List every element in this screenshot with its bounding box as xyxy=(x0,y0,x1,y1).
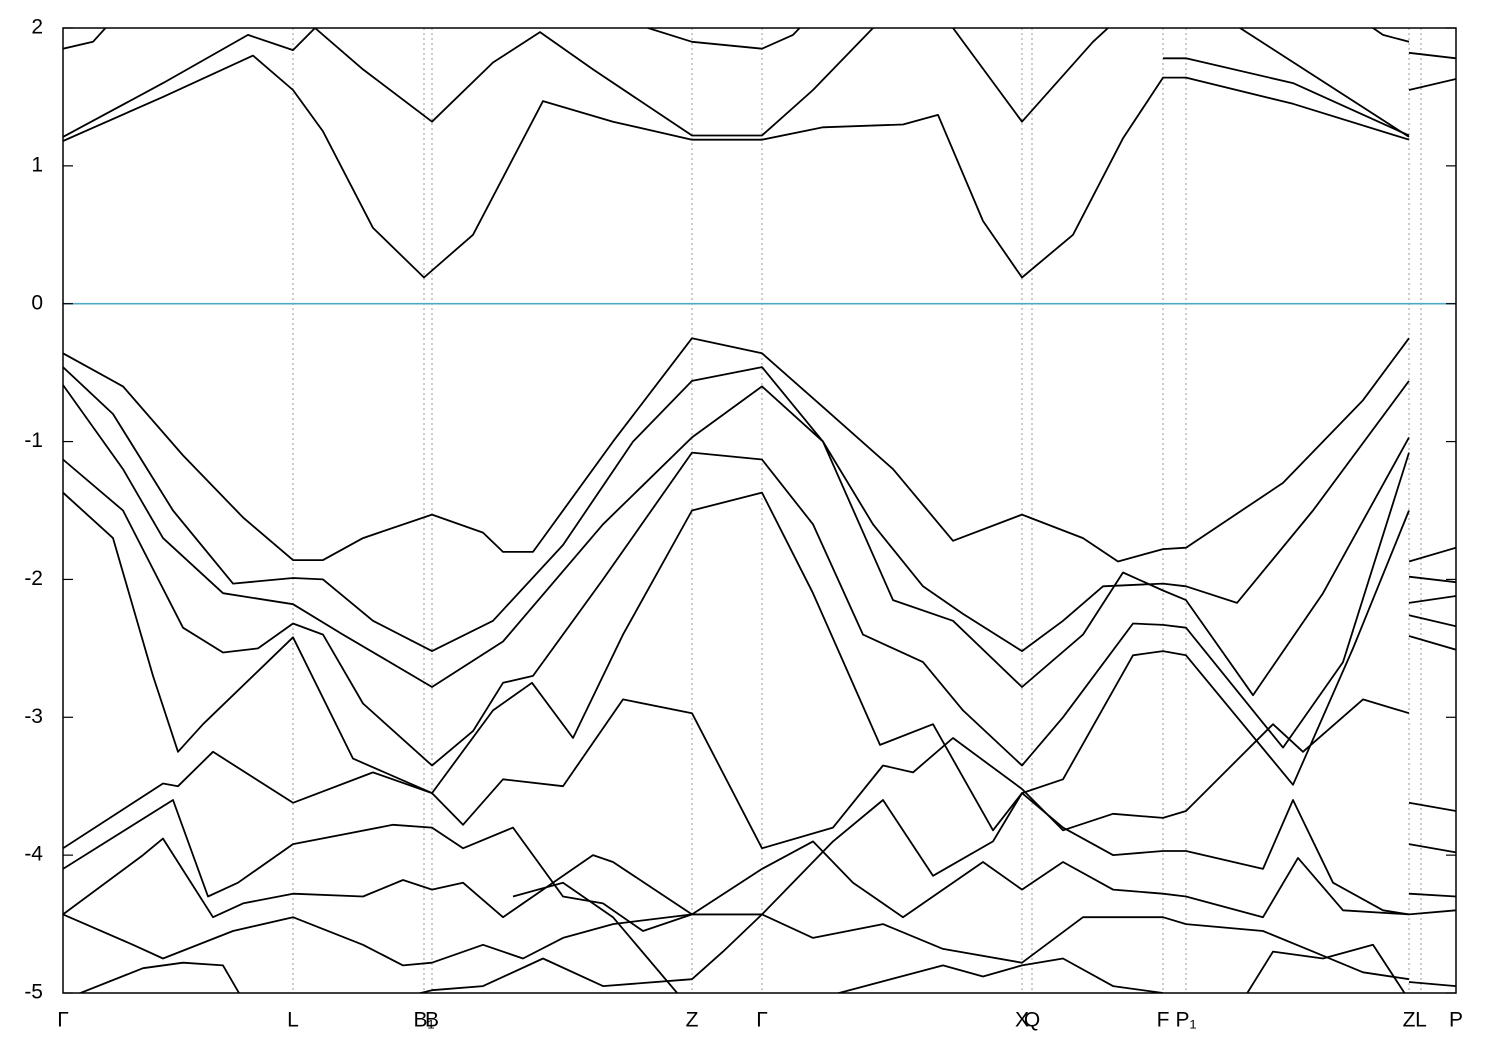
x-tick-label: P₁ xyxy=(1175,1009,1196,1032)
y-tick-label: 1 xyxy=(31,153,43,176)
band xyxy=(63,384,1410,697)
y-tick-label: -2 xyxy=(24,567,43,590)
x-tick-label: X xyxy=(1015,1009,1029,1032)
band xyxy=(63,698,1410,850)
y-tick-label: -1 xyxy=(24,429,43,452)
band xyxy=(1246,943,1406,993)
plot-border xyxy=(62,27,1457,994)
band xyxy=(1408,78,1456,91)
band xyxy=(417,913,763,993)
x-tick-label: B xyxy=(425,1009,439,1032)
x-tick-label: L xyxy=(287,1009,299,1032)
x-tick-label: Z xyxy=(1403,1009,1416,1032)
band xyxy=(63,28,1410,138)
band xyxy=(1408,801,1456,812)
band xyxy=(63,913,1410,981)
x-tick-label: L xyxy=(1415,1009,1427,1032)
bands xyxy=(63,28,1456,993)
x-tick-label: P xyxy=(1449,1009,1463,1032)
band xyxy=(1408,575,1456,584)
y-tick-label: 2 xyxy=(31,16,43,39)
band xyxy=(63,337,1410,563)
band xyxy=(63,28,1410,50)
band xyxy=(512,881,679,993)
band xyxy=(1408,892,1456,898)
band xyxy=(1408,981,1456,987)
band xyxy=(63,54,1410,279)
band xyxy=(835,957,1164,993)
y-tick-label: -5 xyxy=(24,981,43,1004)
x-tick-label: Γ xyxy=(756,1009,768,1032)
band xyxy=(1408,614,1456,628)
band xyxy=(63,491,1410,832)
band xyxy=(1408,546,1456,563)
band xyxy=(1408,843,1456,854)
y-tick-label: 0 xyxy=(31,291,43,314)
band xyxy=(1408,909,1456,916)
y-tick-label: -4 xyxy=(24,843,43,866)
band xyxy=(1408,595,1456,604)
band xyxy=(63,366,1410,652)
band xyxy=(1408,51,1456,60)
x-tick-label: Γ xyxy=(57,1009,69,1032)
x-tick-label: Q xyxy=(1024,1009,1040,1032)
band xyxy=(1163,57,1410,137)
y-tick-label: -3 xyxy=(24,705,43,728)
band xyxy=(77,961,241,993)
x-tick-label: F xyxy=(1157,1009,1170,1032)
x-tick-label: Z xyxy=(686,1009,699,1032)
band xyxy=(1408,635,1456,651)
band xyxy=(63,451,1410,767)
x-tick-label: B₁ xyxy=(413,1009,434,1032)
